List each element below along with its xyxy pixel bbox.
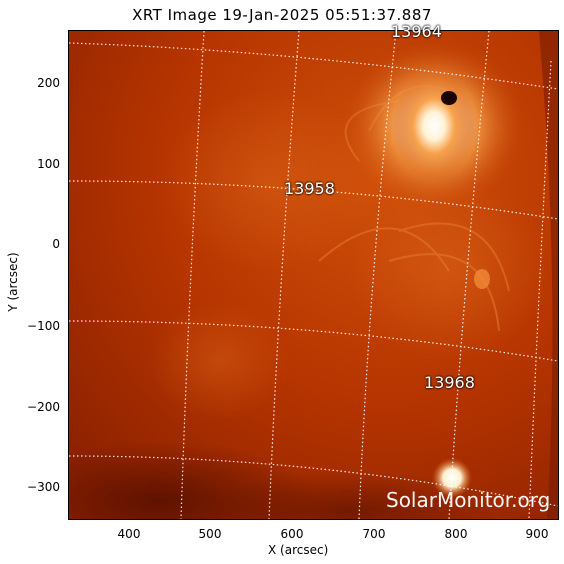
region-label-13958: 13958 [284, 179, 335, 198]
y-tick: −200 [27, 400, 60, 414]
y-tick: 200 [37, 76, 60, 90]
x-tick: 700 [362, 527, 386, 541]
x-tick: 600 [280, 527, 304, 541]
y-tick: −300 [27, 480, 60, 494]
region-label-13964: 13964 [391, 22, 442, 41]
image-title: XRT Image 19-Jan-2025 05:51:37.887 [132, 6, 432, 24]
x-tick: 900 [525, 527, 549, 541]
x-tick: 500 [198, 527, 222, 541]
solar-image [68, 30, 559, 520]
y-tick: 0 [52, 237, 60, 251]
x-tick: 400 [117, 527, 141, 541]
y-tick: −100 [27, 319, 60, 333]
x-axis-label: X (arcsec) [268, 543, 329, 557]
y-axis-label: Y (arcsec) [6, 252, 20, 312]
y-tick: 100 [37, 157, 60, 171]
x-tick: 800 [444, 527, 468, 541]
watermark: SolarMonitor.org [386, 488, 551, 512]
solar-image-svg [69, 31, 558, 519]
region-label-13968: 13968 [424, 373, 475, 392]
